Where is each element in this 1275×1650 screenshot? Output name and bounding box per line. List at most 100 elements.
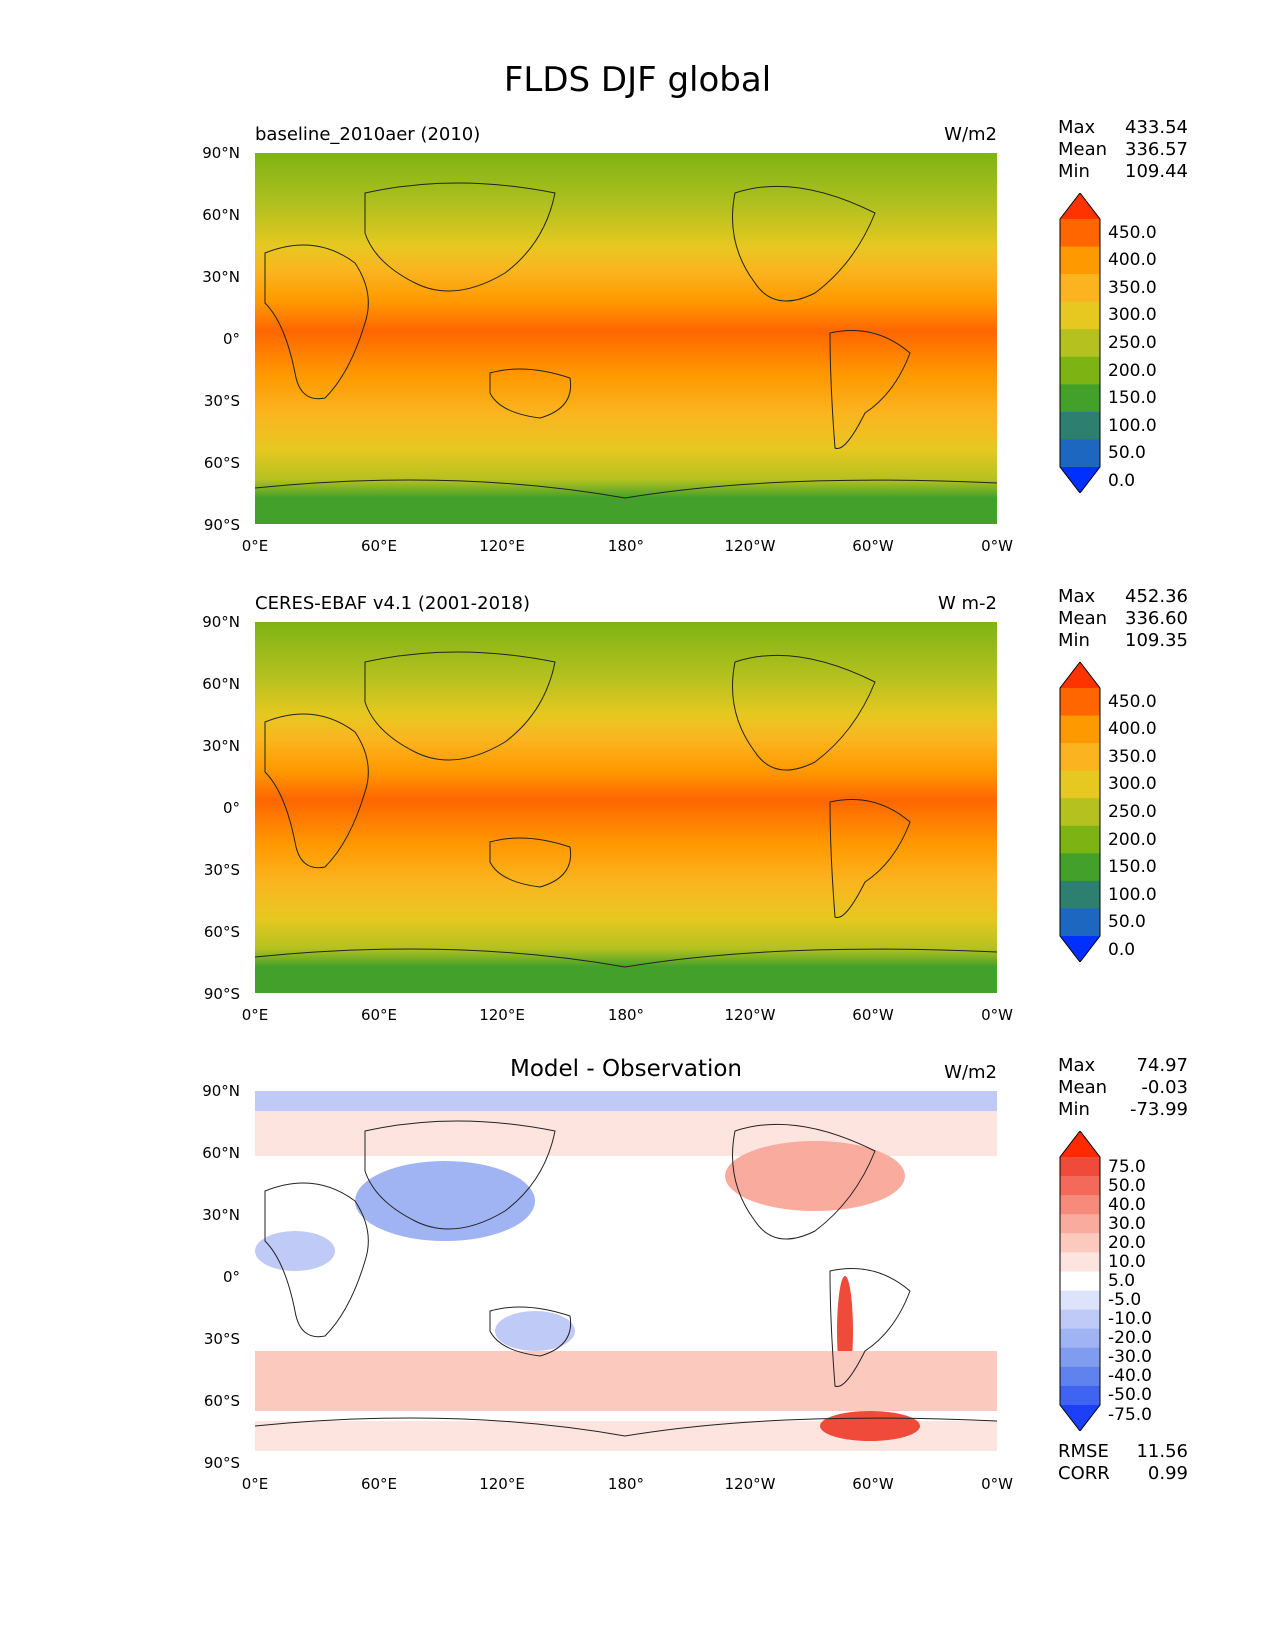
colorbar-segment (1060, 219, 1100, 248)
p1-xtick: 0°W (981, 537, 1013, 555)
p3-ytick: 60°N (202, 1144, 240, 1162)
colorbar-tick-label: 30.0 (1108, 1213, 1146, 1234)
p3-xtick: 120°W (724, 1475, 776, 1493)
colorbar-tick-label: 0.0 (1108, 470, 1136, 491)
colorbar-segment (1060, 1157, 1100, 1177)
p1-xtick: 60°E (360, 537, 398, 555)
colorbar-tick-label: -5.0 (1108, 1290, 1142, 1311)
colorbar-tick-label: 350.0 (1108, 746, 1157, 767)
colorbar-tick-label: 350.0 (1108, 277, 1157, 298)
colorbar-tick-label: 450.0 (1108, 691, 1157, 712)
panel-2-stats: Max 452.36 Mean 336.60 Min 109.35 (1058, 586, 1188, 651)
colorbar-tick-label: 200.0 (1108, 360, 1157, 381)
p1-xtick: 120°W (724, 537, 776, 555)
colorbar-tick-label: -10.0 (1108, 1309, 1152, 1330)
colorbar-tick-label: 250.0 (1108, 333, 1157, 353)
colorbar-segment (1060, 301, 1100, 330)
colorbar-tick-label: 100.0 (1108, 884, 1157, 905)
panel-1-colorbar (1059, 193, 1101, 493)
p2-ytick: 60°S (203, 923, 240, 941)
colorbar-segment (1060, 1290, 1100, 1311)
colorbar-tick-label: 400.0 (1108, 719, 1157, 740)
colorbar-tick-label: 5.0 (1108, 1271, 1136, 1291)
p2-ytick: 90°N (202, 613, 240, 631)
p1-ytick: 60°N (202, 206, 240, 224)
p1-ytick: 90°N (202, 144, 240, 162)
colorbar-segment (1060, 1347, 1100, 1368)
colorbar-tick-label: 150.0 (1108, 388, 1157, 409)
colorbar-tick-label: 75.0 (1108, 1156, 1146, 1177)
colorbar-segment (1060, 1385, 1100, 1406)
panel-2-unit: W m-2 (937, 593, 997, 614)
colorbar-tick-label: 100.0 (1108, 415, 1157, 436)
colorbar-tick-label: 50.0 (1108, 912, 1146, 933)
colorbar-tick-label: -40.0 (1108, 1366, 1152, 1387)
colorbar-segment (1060, 1214, 1100, 1234)
panel-1-stats: Max 433.54 Mean 336.57 Min 109.44 (1058, 117, 1188, 182)
colorbar-tick-label: 400.0 (1108, 250, 1157, 271)
colorbar-segment (1060, 411, 1100, 440)
colorbar-segment (1060, 1131, 1100, 1157)
p1-xtick: 180° (607, 537, 645, 555)
p1-ytick: 90°S (203, 516, 240, 534)
colorbar-tick-label: 50.0 (1108, 1175, 1146, 1196)
colorbar-segment (1060, 1405, 1100, 1431)
colorbar-tick-label: -50.0 (1108, 1385, 1152, 1406)
p2-xtick: 120°E (479, 1006, 525, 1024)
colorbar-tick-label: 450.0 (1108, 222, 1157, 243)
colorbar-segment (1060, 467, 1100, 493)
colorbar-tick-label: 20.0 (1108, 1232, 1146, 1253)
colorbar-segment (1060, 439, 1100, 468)
panel-2-label: CERES-EBAF v4.1 (2001-2018) (255, 593, 531, 614)
p3-ytick: 90°S (203, 1454, 240, 1472)
colorbar-segment (1060, 1195, 1100, 1215)
colorbar-tick-label: 50.0 (1108, 443, 1146, 464)
p1-ytick: 30°S (203, 392, 240, 410)
colorbar-tick-label: -20.0 (1108, 1328, 1152, 1349)
colorbar-outline (1059, 662, 1101, 962)
p3-xtick: 0°W (981, 1475, 1013, 1493)
colorbar-segment (1060, 688, 1100, 717)
p2-ytick: 0° (222, 799, 240, 817)
colorbar-tick-label: 300.0 (1108, 305, 1157, 326)
figure-title: FLDS DJF global (503, 60, 772, 100)
colorbar-tick-label: 0.0 (1108, 939, 1136, 960)
colorbar-segment (1060, 1252, 1100, 1272)
colorbar-segment (1060, 1366, 1100, 1387)
panel-2-colorbar (1059, 662, 1101, 962)
colorbar-segment (1060, 193, 1100, 219)
colorbar-outline (1059, 193, 1101, 493)
panel-3-map (254, 1091, 998, 1462)
p1-ytick: 60°S (203, 454, 240, 472)
colorbar-segment (1060, 1328, 1100, 1349)
panel-1-map (254, 153, 998, 524)
p3-xtick: 120°E (479, 1475, 525, 1493)
colorbar-segment (1060, 662, 1100, 688)
colorbar-segment (1060, 908, 1100, 937)
p3-ytick: 0° (222, 1268, 240, 1286)
colorbar-segment (1060, 356, 1100, 385)
p2-xtick: 180° (607, 1006, 645, 1024)
p1-xtick: 120°E (479, 537, 525, 555)
p3-xtick: 60°W (852, 1475, 894, 1493)
p3-ytick: 60°S (203, 1392, 240, 1410)
p1-xtick: 0°E (241, 537, 269, 555)
colorbar-segment (1060, 274, 1100, 303)
colorbar-tick-label: 150.0 (1108, 857, 1157, 878)
p2-xtick: 0°E (241, 1006, 269, 1024)
colorbar-segment (1060, 936, 1100, 962)
panel-2-map (254, 622, 998, 993)
colorbar-segment (1060, 743, 1100, 772)
panel-3-unit: W/m2 (944, 1062, 997, 1083)
p3-xtick: 60°E (360, 1475, 398, 1493)
p2-xtick: 0°W (981, 1006, 1013, 1024)
colorbar-segment (1060, 715, 1100, 744)
p3-ytick: 30°N (202, 1206, 240, 1224)
colorbar-tick-label: -75.0 (1108, 1404, 1152, 1425)
panel-1-unit: W/m2 (944, 124, 997, 145)
p2-xtick: 60°E (360, 1006, 398, 1024)
panel-3-title: Model - Observation (509, 1056, 743, 1082)
colorbar-segment (1060, 853, 1100, 882)
colorbar-tick-label: 200.0 (1108, 829, 1157, 850)
colorbar-tick-label: -30.0 (1108, 1347, 1152, 1368)
